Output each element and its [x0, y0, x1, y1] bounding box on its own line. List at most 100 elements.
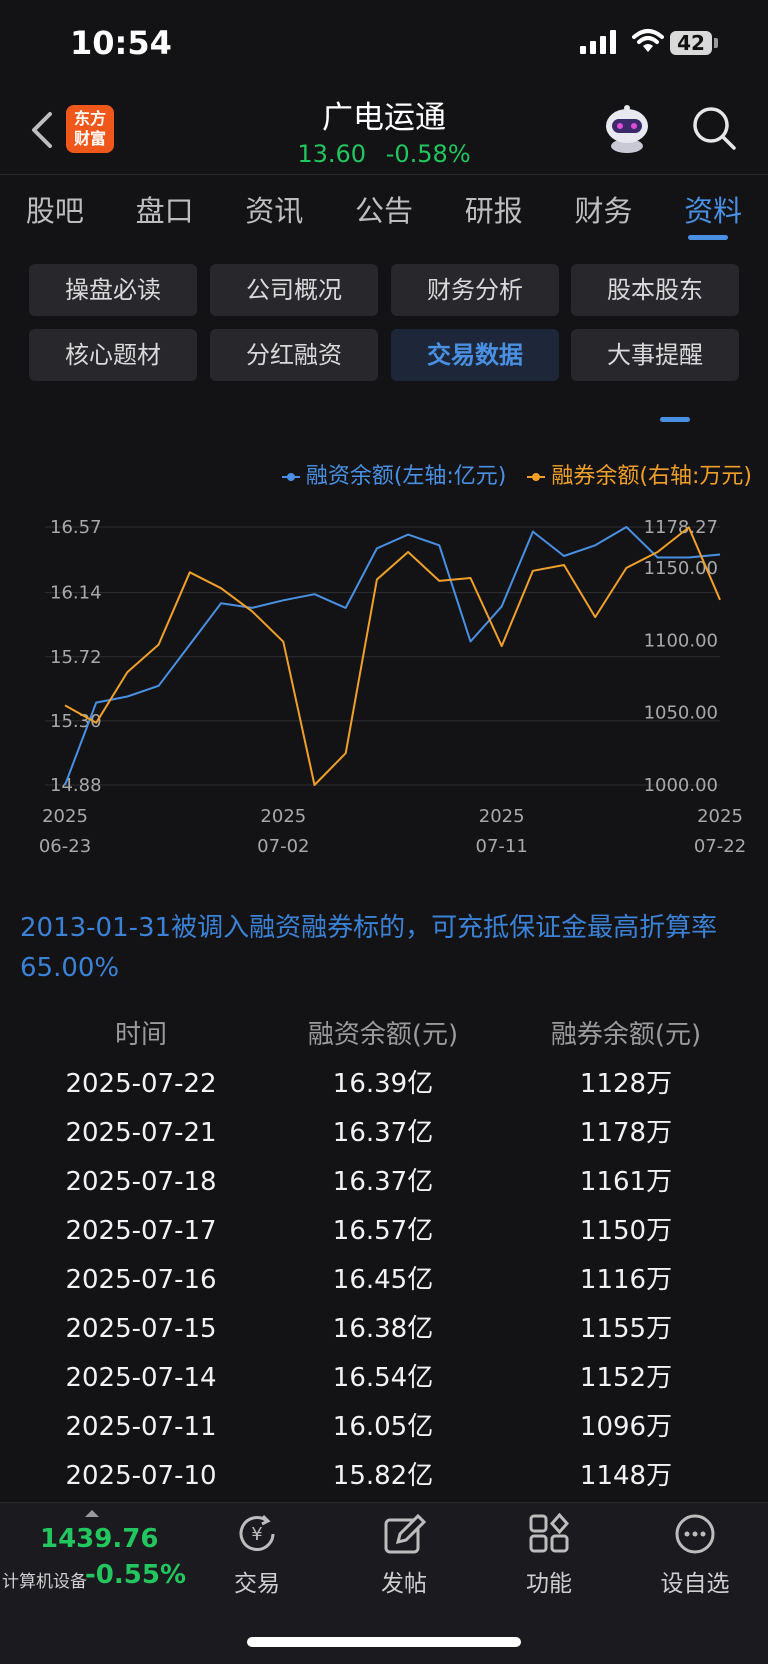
header-financing-balance: 融资余额(元) — [307, 1020, 459, 1050]
wifi-icon — [632, 29, 664, 52]
stock-price: 13.60 — [297, 140, 367, 168]
table-row[interactable]: 2025-07-10 15.82亿 1148万 — [0, 1453, 768, 1502]
table-row[interactable]: 2025-07-15 16.38亿 1155万 — [0, 1306, 768, 1355]
header-divider — [0, 174, 768, 175]
row-date: 2025-07-10 — [65, 1461, 217, 1491]
robot-assistant-icon[interactable] — [600, 104, 654, 154]
sub-button-company-overview[interactable]: 公司概况 — [210, 264, 378, 316]
margin-trading-chart[interactable]: 16.57 16.14 15.72 15.30 14.88 1178.27 1150.00 1… — [0, 500, 768, 860]
table-row[interactable]: 2025-07-22 16.39亿 1128万 — [0, 1061, 768, 1110]
legend-lending-marker — [527, 473, 546, 481]
left-axis-tick-label: 15.72 — [50, 647, 102, 668]
app-logo[interactable]: 东方 财富 — [66, 105, 114, 153]
battery-icon: 42 — [670, 31, 712, 55]
x-axis-tick-date: 07-02 — [257, 836, 309, 857]
svg-text:¥: ¥ — [251, 1524, 262, 1545]
row-lending-balance: 1128万 — [579, 1069, 673, 1099]
sub-button-dividends-financing[interactable]: 分红融资 — [210, 329, 378, 381]
status-time: 10:54 — [70, 24, 172, 62]
legend-financing-label: 融资余额(左轴:亿元) — [305, 464, 507, 489]
lending-balance-line — [64, 526, 721, 786]
table-row[interactable]: 2025-07-21 16.37亿 1178万 — [0, 1110, 768, 1159]
left-axis-tick-label: 14.88 — [50, 775, 102, 796]
row-date: 2025-07-18 — [65, 1167, 217, 1197]
margin-data-table: 时间 融资余额(元) 融券余额(元) 2025-07-22 16.39亿 1128万… — [0, 1012, 768, 1502]
search-icon[interactable] — [690, 104, 738, 152]
nav-trade-label: 交易 — [234, 1571, 280, 1597]
table-row[interactable]: 2025-07-16 16.45亿 1116万 — [0, 1257, 768, 1306]
row-lending-balance: 1096万 — [579, 1412, 673, 1442]
nav-functions-label: 功能 — [526, 1571, 572, 1597]
sub-button-financial-analysis[interactable]: 财务分析 — [391, 264, 559, 316]
back-chevron-icon[interactable] — [26, 110, 62, 150]
row-financing-balance: 16.54亿 — [332, 1363, 434, 1393]
tab-research[interactable]: 研报 — [464, 194, 523, 228]
row-financing-balance: 16.45亿 — [332, 1265, 434, 1295]
x-axis-tick-year: 2025 — [697, 806, 743, 827]
grid-icon — [529, 1512, 570, 1553]
edit-icon — [384, 1513, 427, 1554]
tab-news[interactable]: 资讯 — [245, 194, 304, 228]
sector-index-value[interactable]: 1439.76 — [40, 1524, 159, 1554]
table-row[interactable]: 2025-07-14 16.54亿 1152万 — [0, 1355, 768, 1404]
header-lending-balance: 融券余额(元) — [550, 1020, 702, 1050]
nav-trade-button[interactable]: ¥ 交易 — [202, 1512, 312, 1598]
right-axis-tick-label: 1100.00 — [644, 630, 718, 651]
table-row[interactable]: 2025-07-17 16.57亿 1150万 — [0, 1208, 768, 1257]
trade-yuan-icon: ¥ — [239, 1514, 275, 1551]
logo-line1: 东方 — [73, 109, 106, 128]
sector-index-change[interactable]: -0.55% — [85, 1560, 186, 1590]
row-financing-balance: 15.82亿 — [332, 1461, 434, 1491]
left-axis-tick-label: 15.30 — [50, 711, 102, 732]
nav-watchlist-button[interactable]: 设自选 — [640, 1512, 750, 1598]
right-axis-tick-label: 1000.00 — [644, 775, 718, 796]
left-axis-tick-label: 16.57 — [50, 517, 102, 538]
x-axis-tick-year: 2025 — [479, 806, 525, 827]
sub-button-shareholders[interactable]: 股本股东 — [571, 264, 739, 316]
sub-button-core-themes[interactable]: 核心题材 — [29, 329, 197, 381]
sub-button-trading-essentials[interactable]: 操盘必读 — [29, 264, 197, 316]
stock-quote: 13.60 -0.58% — [0, 140, 768, 168]
logo-line2: 财富 — [73, 129, 106, 148]
table-row[interactable]: 2025-07-11 16.05亿 1096万 — [0, 1404, 768, 1453]
table-header: 时间 融资余额(元) 融券余额(元) — [0, 1012, 768, 1061]
sub-button-trading-data[interactable]: 交易数据 — [391, 329, 559, 381]
tab-pankou[interactable]: 盘口 — [135, 194, 194, 228]
x-axis-tick-year: 2025 — [42, 806, 88, 827]
battery-tip — [714, 38, 718, 48]
right-axis-tick-label: 1050.00 — [644, 703, 718, 724]
chart-legend: 融资余额(左轴:亿元) 融券余额(右轴:万元) — [0, 458, 752, 490]
table-row[interactable]: 2025-07-18 16.37亿 1161万 — [0, 1159, 768, 1208]
nav-post-button[interactable]: 发帖 — [349, 1512, 459, 1598]
row-financing-balance: 16.05亿 — [332, 1412, 434, 1442]
x-axis-tick-year: 2025 — [260, 806, 306, 827]
row-lending-balance: 1155万 — [579, 1314, 673, 1344]
nav-post-label: 发帖 — [381, 1571, 427, 1597]
tab-bar: 股吧 盘口 资讯 公告 研报 财务 资料 — [0, 186, 768, 242]
right-axis-tick-label: 1150.00 — [644, 558, 718, 579]
home-indicator — [247, 1637, 521, 1647]
stock-name: 广电运通 — [322, 100, 446, 136]
header-date: 时间 — [114, 1020, 167, 1050]
index-expand-arrow-icon[interactable] — [85, 1510, 99, 1517]
tab-profile[interactable]: 资料 — [684, 194, 743, 228]
row-lending-balance: 1152万 — [579, 1363, 673, 1393]
page-indicator — [660, 417, 690, 422]
legend-financing: 融资余额(左轴:亿元) — [281, 458, 507, 490]
row-date: 2025-07-22 — [65, 1069, 217, 1099]
sector-index-name[interactable]: 计算机设备 — [2, 1572, 87, 1592]
nav-functions-button[interactable]: 功能 — [494, 1512, 604, 1598]
signal-icon — [580, 30, 616, 54]
row-date: 2025-07-11 — [65, 1412, 217, 1442]
row-date: 2025-07-14 — [65, 1363, 217, 1393]
right-axis-tick-label: 1178.27 — [644, 517, 718, 538]
tab-announcements[interactable]: 公告 — [355, 194, 414, 228]
row-financing-balance: 16.37亿 — [332, 1167, 434, 1197]
sub-button-major-events[interactable]: 大事提醒 — [571, 329, 739, 381]
tab-guba[interactable]: 股吧 — [25, 194, 84, 228]
x-axis-tick-date: 07-22 — [694, 836, 746, 857]
row-lending-balance: 1148万 — [579, 1461, 673, 1491]
tab-finance[interactable]: 财务 — [574, 194, 633, 228]
row-financing-balance: 16.38亿 — [332, 1314, 434, 1344]
legend-lending: 融券余额(右轴:万元) — [527, 458, 752, 490]
